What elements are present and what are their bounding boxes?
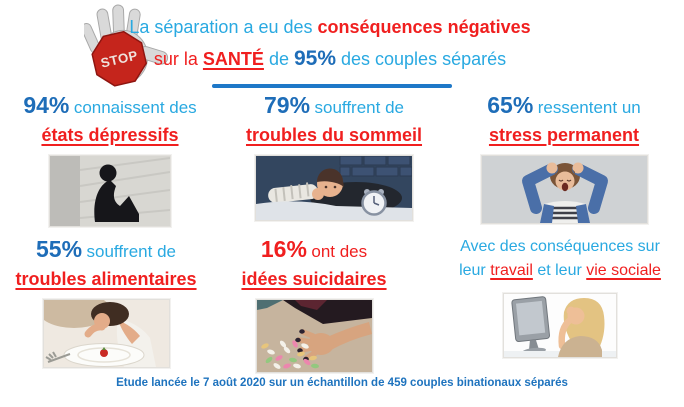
page-title: La séparation a eu des conséquences néga… — [110, 11, 550, 75]
stressed-woman-photo — [480, 155, 648, 224]
consequences-vie-sociale: vie sociale — [586, 262, 661, 279]
stat-highlight: troubles du sommeil — [245, 125, 423, 145]
stat-cell-depression: 94% connaissent des états dépressifs — [0, 92, 220, 232]
title-line2: sur la SANTÉ de 95% des couples séparés — [110, 43, 550, 75]
study-footnote: Etude lancée le 7 août 2020 sur un échan… — [116, 377, 568, 389]
stat-desc: connaissent des — [73, 98, 197, 117]
stat-desc: souffrent de — [314, 98, 404, 117]
stat-value: 79% — [264, 92, 311, 118]
stat-cell-suicidal: 16% ont des idées suicidaires — [226, 236, 402, 378]
stop-octagon: STOP — [91, 30, 148, 87]
title-line2-mid: de — [263, 49, 294, 69]
title-line1-normal: La séparation a eu des — [129, 17, 318, 37]
woman-at-computer-photo — [503, 293, 617, 358]
scattered-pills-photo — [255, 299, 373, 373]
title-line2-sante: SANTÉ — [202, 49, 264, 69]
title-line1-emphasis: conséquences négatives — [317, 17, 531, 37]
consequences-line2-pre: leur — [459, 262, 491, 279]
eating-disorder-photo — [42, 299, 170, 368]
stat-value: 55% — [36, 236, 83, 262]
stat-value: 65% — [487, 92, 534, 118]
stat-highlight: états dépressifs — [41, 125, 179, 145]
depressed-person-photo — [49, 155, 171, 227]
stat-cell-stress: 65% ressentent un stress permanent — [446, 92, 682, 229]
stat-highlight: stress permanent — [488, 125, 640, 145]
stat-desc: ressentent un — [537, 98, 641, 117]
stat-desc: souffrent de — [86, 242, 176, 261]
stat-highlight: idées suicidaires — [241, 269, 387, 289]
stat-cell-eating: 55% souffrent de troubles alimentaires — [0, 236, 212, 373]
stat-cell-work-social: Avec des conséquences sur leur travail e… — [436, 235, 684, 363]
stat-desc: ont des — [311, 242, 368, 261]
consequences-travail: travail — [490, 262, 533, 279]
title-line2-value: 95% — [293, 47, 336, 70]
insomnia-photo — [255, 155, 413, 221]
stat-value: 94% — [23, 92, 70, 118]
stat-cell-sleep: 79% souffrent de troubles du sommeil — [224, 92, 444, 226]
title-underline-bar — [212, 84, 452, 88]
title-line2-tail: des couples séparés — [336, 49, 507, 69]
consequences-line2-mid: et leur — [532, 262, 587, 279]
stat-value: 16% — [260, 236, 307, 262]
title-line2-lead: sur la — [153, 49, 203, 69]
stop-hand-icon: STOP — [81, 3, 174, 93]
stat-highlight: troubles alimentaires — [15, 269, 197, 289]
consequences-line1: Avec des conséquences sur — [460, 238, 660, 255]
title-line1: La séparation a eu des conséquences néga… — [110, 11, 550, 43]
